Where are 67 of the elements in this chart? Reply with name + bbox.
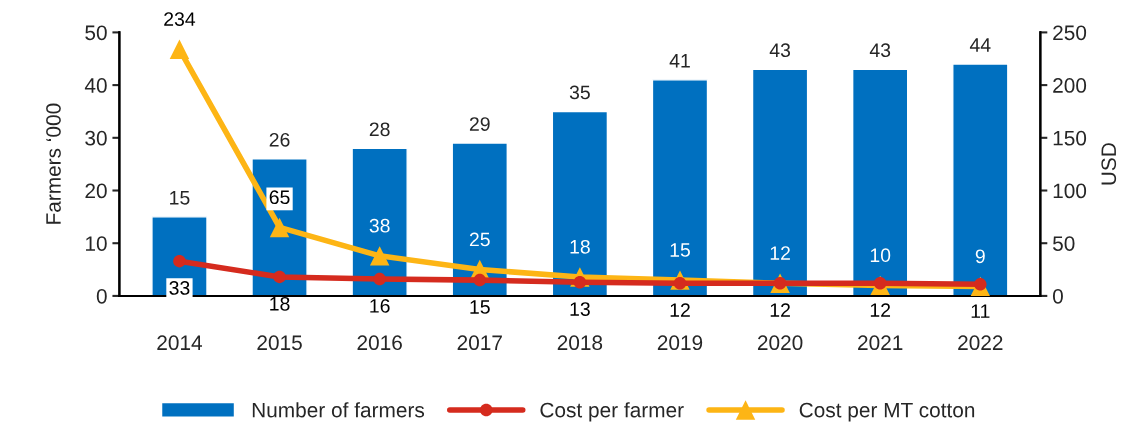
data-label: 33 <box>169 281 190 295</box>
data-label: 41 <box>669 54 690 68</box>
y-tick-label: 40 <box>84 78 107 93</box>
x-tick-label: 2018 <box>557 335 603 351</box>
point <box>169 39 190 59</box>
y-tick-label: 20 <box>85 183 107 199</box>
y2-tick-label: 100 <box>1053 183 1087 199</box>
x-tick-label: 2014 <box>157 335 203 351</box>
point <box>273 270 286 284</box>
y-tick-label: 10 <box>86 236 107 251</box>
data-label: 10 <box>870 248 891 263</box>
data-label: 18 <box>270 296 290 311</box>
data-label: 44 <box>969 38 991 52</box>
legend-label: Number of farmers <box>252 402 425 418</box>
bar <box>551 110 609 296</box>
x-tick-label: 2022 <box>958 335 1003 351</box>
data-label: 234 <box>164 12 196 26</box>
data-label: 9 <box>975 249 985 264</box>
y2-tick-label: 0 <box>1052 288 1063 304</box>
x-tick-label: 2020 <box>757 335 803 351</box>
data-label: 15 <box>170 191 190 205</box>
data-label: 43 <box>769 43 791 58</box>
data-label: 25 <box>469 232 490 247</box>
y2-tick-label: 200 <box>1053 78 1087 93</box>
data-label: 18 <box>570 239 590 254</box>
data-label: 11 <box>971 304 990 318</box>
y2-tick-label: 50 <box>1052 236 1075 251</box>
x-tick-label: 2021 <box>858 335 903 351</box>
bar <box>751 68 809 296</box>
x-tick-label: 2016 <box>357 335 402 351</box>
bar <box>851 68 909 296</box>
y2-axis-title: USD <box>1101 143 1117 185</box>
bar <box>451 142 508 296</box>
data-label: 12 <box>770 246 790 260</box>
legend-label: Cost per farmer <box>540 402 684 422</box>
data-label: 29 <box>469 117 490 131</box>
data-label: 28 <box>369 122 390 137</box>
data-label: 12 <box>670 303 690 317</box>
x-tick-label: 2019 <box>657 335 703 351</box>
data-label: 15 <box>470 300 490 314</box>
point <box>373 272 386 286</box>
y-tick-label: 50 <box>85 25 107 41</box>
point <box>473 273 487 287</box>
x-tick-label: 2015 <box>257 335 302 351</box>
point <box>173 254 186 268</box>
y-tick-label: 0 <box>96 288 107 304</box>
legend-label: Cost per MT cotton <box>799 402 975 422</box>
data-label: 38 <box>369 218 390 233</box>
data-label: 12 <box>870 303 891 317</box>
data-label: 15 <box>670 243 690 257</box>
data-label: 16 <box>370 299 390 313</box>
data-label: 35 <box>569 85 590 100</box>
data-label: 12 <box>770 303 790 317</box>
data-label: 13 <box>570 302 590 316</box>
point <box>269 217 290 238</box>
bar <box>952 63 1009 296</box>
y2-tick-label: 250 <box>1053 25 1087 41</box>
x-tick-label: 2017 <box>457 335 502 351</box>
y2-tick-label: 150 <box>1053 130 1087 146</box>
point <box>369 246 390 266</box>
data-label: 43 <box>869 43 891 58</box>
bar <box>351 147 408 296</box>
data-label: 65 <box>269 190 290 205</box>
data-label: 26 <box>269 132 290 147</box>
y-axis-title: Farmers ‘000 <box>46 103 61 224</box>
bar <box>651 79 709 296</box>
y-tick-label: 30 <box>85 130 107 146</box>
